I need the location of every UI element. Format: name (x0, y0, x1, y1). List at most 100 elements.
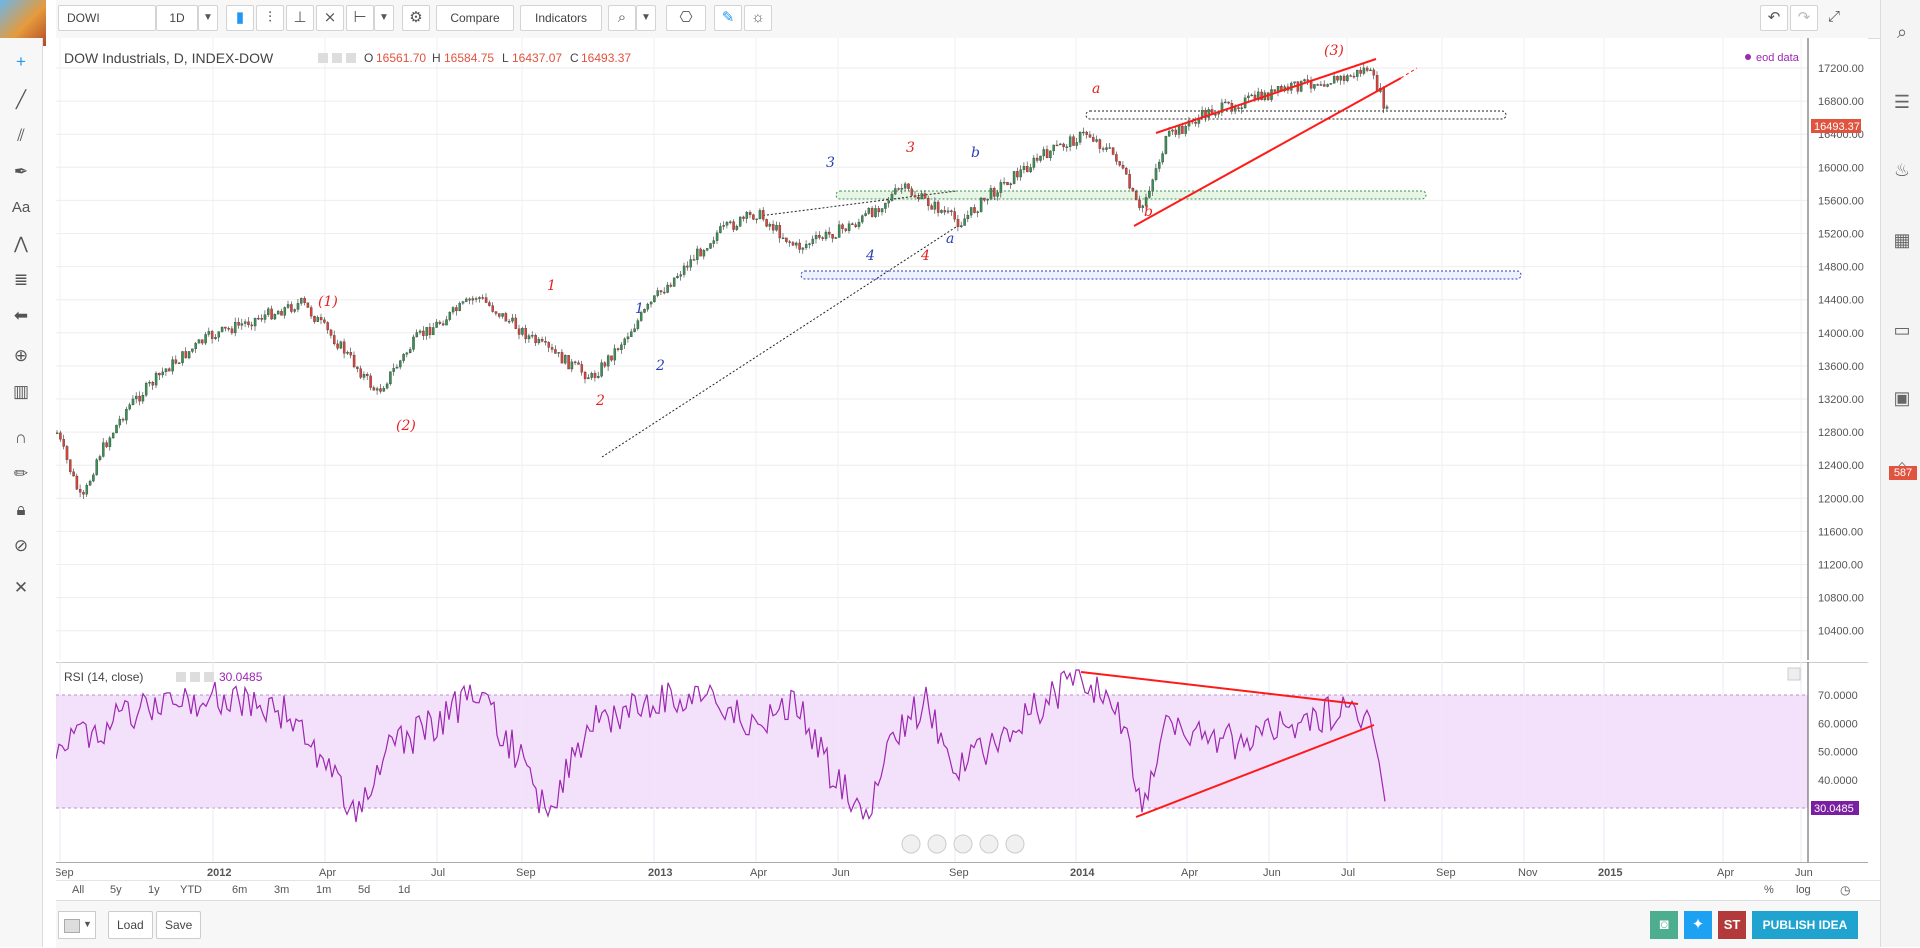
interval-chevron-down-icon[interactable]: ▼ (198, 5, 218, 31)
reset-icon[interactable] (953, 834, 973, 854)
resistance-zone[interactable] (1085, 110, 1507, 120)
rsi-pane[interactable]: RSI (14, close) 30.0485 70.0000 60.0000 50… (56, 662, 1868, 862)
range-1d[interactable]: 1d (398, 884, 411, 896)
line-chart-icon[interactable]: ⊢ (346, 5, 374, 31)
scroll-left-icon[interactable] (901, 834, 921, 854)
clock-icon[interactable]: ◷ (1840, 883, 1851, 897)
fullscreen-icon[interactable]: ⤢ (1827, 8, 1840, 25)
wave-label[interactable]: b (971, 145, 980, 161)
percent-toggle[interactable]: % (1764, 884, 1774, 896)
wave-label[interactable]: 1 (547, 278, 556, 294)
legend-format-icon[interactable] (332, 53, 342, 63)
symbol-input[interactable]: DOWI (58, 5, 156, 31)
candles-icon[interactable]: ▮ (226, 5, 254, 31)
news-icon[interactable]: ☰ (1893, 92, 1911, 112)
wave-label[interactable]: 4 (865, 248, 875, 264)
heikin-ashi-icon[interactable]: ⨯ (316, 5, 344, 31)
time-axis[interactable]: Sep 2012 Apr Jul Sep 2013 Apr Jun Sep 2014 Apr Jun J… (56, 862, 1868, 882)
wave-label[interactable]: 1 (635, 301, 644, 317)
candle (1085, 130, 1088, 139)
rsi-close-icon[interactable] (204, 672, 214, 682)
wrench-icon[interactable]: ✕ (13, 578, 29, 597)
range-1y[interactable]: 1y (148, 884, 160, 896)
hollow-candles-icon[interactable]: ⫶ (256, 5, 284, 31)
wedge-lower-line[interactable] (1133, 77, 1402, 227)
templates-icon[interactable]: ⎔ (666, 5, 706, 31)
twitter-icon[interactable]: ✦ (1684, 911, 1712, 939)
rsi-upper-trendline[interactable] (1080, 671, 1359, 705)
wave-label[interactable]: a (946, 231, 954, 247)
crosshair-icon[interactable]: + (16, 52, 26, 71)
publish-idea-button[interactable]: PUBLISH IDEA (1752, 911, 1858, 939)
color-picker[interactable]: ▼ (58, 911, 96, 939)
chart-type-chevron-down-icon[interactable]: ▼ (374, 5, 394, 31)
undo-icon[interactable]: ↶ (1760, 5, 1788, 31)
range-5y[interactable]: 5y (110, 884, 122, 896)
indicators-button[interactable]: Indicators (520, 5, 602, 31)
private-chat-icon[interactable]: ▣ (1893, 388, 1911, 408)
price-chart[interactable]: (1) (2) 1 2 1 2 3 4 3 4 b a a b (3) DOW Industrials, D… (56, 38, 1868, 660)
fib-tool-icon[interactable]: ≣ (13, 270, 29, 289)
range-1m[interactable]: 1m (316, 884, 332, 896)
dotted-topline[interactable] (758, 190, 957, 217)
rsi-lower-trendline[interactable] (1135, 724, 1375, 818)
support-zone-blue[interactable] (800, 270, 1522, 280)
zoom-icon[interactable]: ⊕ (13, 346, 29, 365)
search-chevron-down-icon[interactable]: ▼ (636, 5, 656, 31)
zoom-out-icon[interactable] (927, 834, 947, 854)
wave-label[interactable]: 3 (826, 155, 835, 171)
range-3m[interactable]: 3m (274, 884, 290, 896)
calendar-icon[interactable]: ▦ (1893, 230, 1911, 250)
gear-icon[interactable]: ⚙ (402, 5, 430, 31)
range-6m[interactable]: 6m (232, 884, 248, 896)
legend-settings-icon[interactable] (318, 53, 328, 63)
arrow-left-icon[interactable]: ⬅ (13, 306, 29, 325)
scroll-right-icon[interactable] (1005, 834, 1025, 854)
magnet-icon[interactable]: ∩ (14, 428, 28, 447)
chat-icon[interactable]: ▭ (1893, 320, 1911, 340)
pattern-tool-icon[interactable]: ⋀ (14, 234, 28, 253)
rsi-format-icon[interactable] (190, 672, 200, 682)
range-all[interactable]: All (72, 884, 85, 896)
bars-icon[interactable]: ⊥ (286, 5, 314, 31)
zoom-in-icon[interactable] (979, 834, 999, 854)
measure-icon[interactable]: ▥ (12, 382, 30, 401)
wave-label[interactable]: (1) (318, 294, 338, 310)
camera-icon[interactable]: ◙ (1650, 911, 1678, 939)
wave-label[interactable]: (2) (396, 418, 416, 434)
lock-icon[interactable]: 🔒︎ (16, 500, 26, 519)
load-button[interactable]: Load (108, 911, 153, 939)
wave-label[interactable]: b (1144, 204, 1153, 220)
search-icon[interactable]: ⌕ (608, 5, 636, 31)
redo-icon[interactable]: ↷ (1790, 5, 1818, 31)
range-5d[interactable]: 5d (358, 884, 371, 896)
watchlist-search-icon[interactable]: ⌕ (1896, 22, 1908, 42)
brush-tool-icon[interactable]: ✒ (13, 162, 29, 181)
range-ytd[interactable]: YTD (180, 884, 202, 896)
wave-label[interactable]: (3) (1324, 43, 1344, 59)
wave-label[interactable]: 2 (595, 393, 605, 409)
rsi-maximize-icon[interactable] (1787, 667, 1801, 681)
pitchfork-icon[interactable]: ⫽ (17, 126, 25, 145)
interval-select[interactable]: 1D (156, 5, 198, 31)
save-button[interactable]: Save (156, 911, 202, 939)
wave-label[interactable]: 3 (906, 140, 915, 156)
stocktwits-button[interactable]: ST (1718, 911, 1746, 939)
text-tool-icon[interactable]: Aa (11, 199, 31, 216)
hide-icon[interactable]: ⊘ (13, 536, 29, 555)
support-zone-green[interactable] (835, 190, 1427, 200)
legend-close-icon[interactable] (346, 53, 356, 63)
stay-drawing-icon[interactable]: ✏ (13, 464, 29, 483)
wedge-upper-line[interactable] (1155, 58, 1377, 134)
lightbulb-icon[interactable]: ☼ (744, 5, 772, 31)
compare-button[interactable]: Compare (436, 5, 514, 31)
rsi-settings-icon[interactable] (176, 672, 186, 682)
rsi-line[interactable] (56, 669, 1386, 823)
wave-label[interactable]: 2 (655, 358, 665, 374)
hotlist-icon[interactable]: ♨ (1893, 160, 1911, 180)
brush-icon[interactable]: ✎ (714, 5, 742, 31)
wave-label[interactable]: 4 (920, 248, 930, 264)
log-toggle[interactable]: log (1796, 884, 1811, 896)
trend-line-icon[interactable]: ╱ (15, 90, 27, 109)
wave-label[interactable]: a (1092, 81, 1100, 97)
